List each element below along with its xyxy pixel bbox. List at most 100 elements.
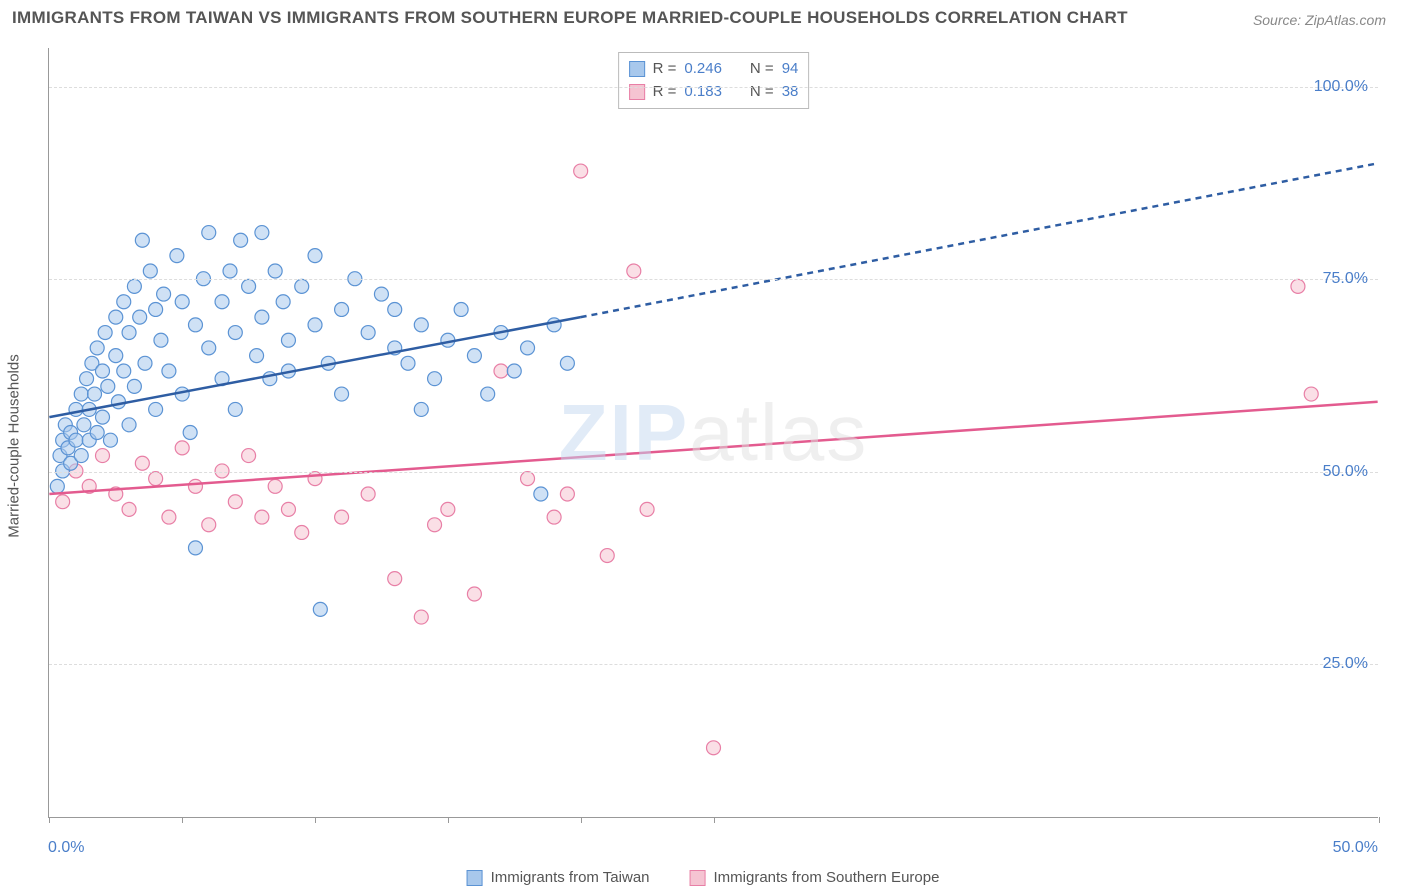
scatter-point — [441, 502, 455, 516]
scatter-point — [295, 525, 309, 539]
scatter-point — [281, 502, 295, 516]
scatter-point — [149, 402, 163, 416]
x-tick — [714, 817, 715, 823]
grid-line — [49, 664, 1378, 665]
scatter-point — [388, 572, 402, 586]
scatter-point — [56, 495, 70, 509]
y-tick-label: 25.0% — [1323, 655, 1368, 673]
scatter-point — [268, 264, 282, 278]
chart-title: IMMIGRANTS FROM TAIWAN VS IMMIGRANTS FRO… — [12, 8, 1128, 28]
legend-item-se: Immigrants from Southern Europe — [690, 869, 940, 886]
scatter-point — [481, 387, 495, 401]
x-tick — [448, 817, 449, 823]
scatter-point — [122, 326, 136, 340]
x-tick — [49, 817, 50, 823]
scatter-point — [467, 349, 481, 363]
scatter-point — [335, 302, 349, 316]
scatter-point — [547, 510, 561, 524]
scatter-point — [268, 479, 282, 493]
scatter-point — [1291, 279, 1305, 293]
x-tick — [182, 817, 183, 823]
scatter-point — [467, 587, 481, 601]
trend-line-se — [49, 402, 1377, 494]
scatter-point — [361, 326, 375, 340]
source-attribution: Source: ZipAtlas.com — [1253, 12, 1386, 28]
scatter-point — [250, 349, 264, 363]
scatter-point — [276, 295, 290, 309]
scatter-point — [255, 510, 269, 524]
scatter-point — [215, 295, 229, 309]
scatter-point — [175, 441, 189, 455]
scatter-point — [90, 426, 104, 440]
legend-stats-row-se: R = 0.183 N = 38 — [629, 81, 799, 104]
n-label: N = — [750, 81, 774, 104]
grid-line — [49, 472, 1378, 473]
scatter-point — [138, 356, 152, 370]
scatter-point — [135, 233, 149, 247]
scatter-point — [50, 479, 64, 493]
scatter-point — [560, 487, 574, 501]
scatter-point — [122, 502, 136, 516]
scatter-point — [133, 310, 147, 324]
scatter-point — [428, 518, 442, 532]
legend-swatch-se-icon — [690, 870, 706, 886]
scatter-point — [574, 164, 588, 178]
scatter-point — [69, 402, 83, 416]
scatter-point — [255, 310, 269, 324]
scatter-point — [80, 372, 94, 386]
scatter-point — [183, 426, 197, 440]
grid-line — [49, 87, 1378, 88]
trend-line-taiwan-dashed — [581, 163, 1378, 317]
scatter-point — [117, 295, 131, 309]
y-tick-label: 75.0% — [1323, 270, 1368, 288]
scatter-point — [162, 510, 176, 524]
scatter-point — [135, 456, 149, 470]
scatter-point — [308, 249, 322, 263]
y-axis-label: Married-couple Households — [6, 354, 23, 537]
scatter-point — [335, 510, 349, 524]
scatter-point — [414, 318, 428, 332]
y-tick-label: 100.0% — [1314, 78, 1368, 96]
scatter-point — [281, 333, 295, 347]
scatter-point — [228, 326, 242, 340]
r-label: R = — [653, 81, 677, 104]
scatter-point — [707, 741, 721, 755]
scatter-point — [242, 449, 256, 463]
scatter-point — [295, 279, 309, 293]
legend-stats-row-taiwan: R = 0.246 N = 94 — [629, 58, 799, 81]
legend-stats-box: R = 0.246 N = 94 R = 0.183 N = 38 — [618, 52, 810, 109]
scatter-point — [335, 387, 349, 401]
scatter-point — [202, 341, 216, 355]
scatter-point — [202, 226, 216, 240]
scatter-point — [361, 487, 375, 501]
x-tick — [315, 817, 316, 823]
scatter-point — [74, 387, 88, 401]
scatter-point — [188, 479, 202, 493]
scatter-point — [454, 302, 468, 316]
r-value-taiwan: 0.246 — [684, 58, 722, 81]
scatter-point — [96, 410, 110, 424]
n-value-se: 38 — [782, 81, 799, 104]
legend-label-taiwan: Immigrants from Taiwan — [491, 869, 650, 886]
scatter-point — [103, 433, 117, 447]
grid-line — [49, 279, 1378, 280]
scatter-point — [414, 402, 428, 416]
legend-bottom: Immigrants from Taiwan Immigrants from S… — [467, 869, 940, 886]
scatter-point — [149, 472, 163, 486]
scatter-point — [101, 379, 115, 393]
scatter-point — [1304, 387, 1318, 401]
scatter-point — [494, 364, 508, 378]
scatter-point — [228, 402, 242, 416]
n-value-taiwan: 94 — [782, 58, 799, 81]
legend-item-taiwan: Immigrants from Taiwan — [467, 869, 650, 886]
scatter-point — [414, 610, 428, 624]
scatter-point — [77, 418, 91, 432]
scatter-point — [223, 264, 237, 278]
r-value-se: 0.183 — [684, 81, 722, 104]
scatter-point — [90, 341, 104, 355]
scatter-point — [401, 356, 415, 370]
legend-label-se: Immigrants from Southern Europe — [714, 869, 940, 886]
scatter-point — [374, 287, 388, 301]
scatter-point — [127, 279, 141, 293]
scatter-point — [170, 249, 184, 263]
